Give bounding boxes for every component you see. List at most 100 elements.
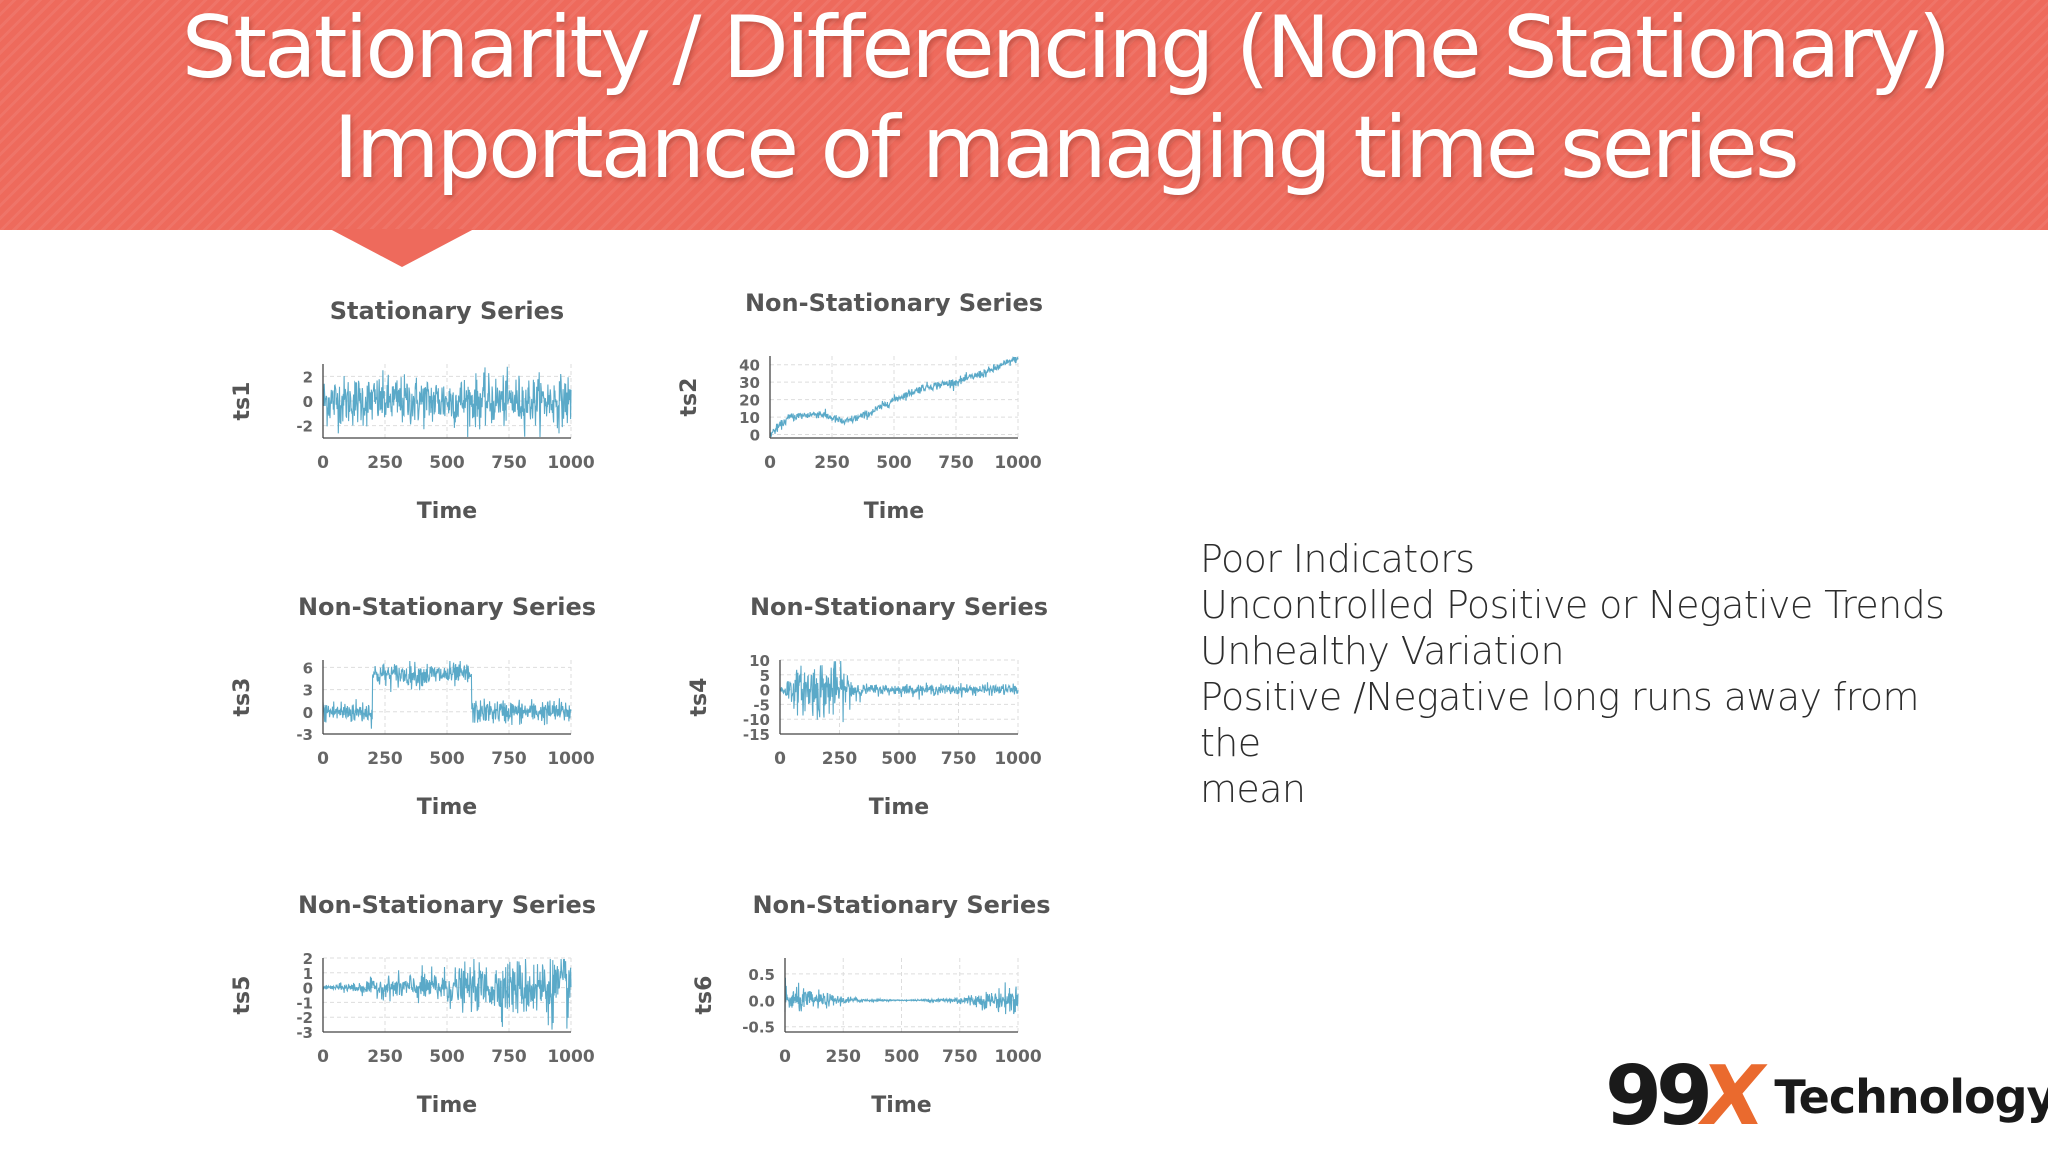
y-tick-label: 3	[303, 682, 313, 700]
x-tick-label: 250	[367, 1047, 403, 1067]
y-tick-label: -3	[296, 726, 313, 744]
y-axis-label: ts1	[230, 382, 255, 421]
y-tick-label: -3	[296, 1024, 313, 1042]
y-axis-label: ts6	[692, 976, 717, 1015]
y-tick-label: 2	[303, 950, 313, 968]
x-axis-label: Time	[864, 499, 924, 524]
y-tick-label: 0	[750, 427, 760, 445]
x-tick-label: 1000	[994, 453, 1041, 473]
x-tick-label: 500	[429, 749, 465, 769]
x-tick-label: 500	[429, 453, 465, 473]
chart-title: Non-Stationary Series	[298, 593, 596, 621]
y-tick-label: 0.5	[748, 966, 775, 984]
series-line	[779, 660, 1019, 723]
y-tick-label: -0.5	[742, 1019, 775, 1037]
y-tick-label: -2	[296, 418, 313, 436]
series-line	[322, 958, 572, 1030]
logo-x-mark: X	[1692, 1049, 1773, 1144]
x-tick-label: 500	[429, 1047, 465, 1067]
x-tick-label: 0	[774, 749, 786, 769]
x-tick-label: 1000	[547, 453, 594, 473]
bullet-list: Poor Indicators Uncontrolled Positive or…	[1200, 536, 1990, 812]
x-tick-label: 0	[764, 453, 776, 473]
x-tick-label: 750	[491, 1047, 527, 1067]
y-axis-label: ts4	[687, 678, 712, 717]
bullet-item: Positive /Negative long runs away from t…	[1200, 675, 1920, 765]
y-tick-label: 10	[739, 409, 760, 427]
chart-title: Non-Stationary Series	[298, 891, 596, 919]
x-tick-label: 250	[822, 749, 858, 769]
x-tick-label: 750	[491, 453, 527, 473]
series-line	[322, 366, 572, 438]
y-axis-label: ts5	[230, 976, 255, 1015]
y-tick-label: 20	[739, 392, 760, 410]
y-tick-label: 0	[303, 980, 313, 998]
chart-title: Non-Stationary Series	[752, 891, 1050, 919]
x-tick-label: 750	[491, 749, 527, 769]
x-axis-label: Time	[871, 1093, 931, 1118]
bullet-item: Unhealthy Variation	[1200, 629, 1565, 673]
x-tick-label: 500	[876, 453, 912, 473]
chart-panel-2: Non-Stationary Series 0 250 500 750 1000 40302…	[677, 289, 1043, 524]
x-tick-label: 750	[938, 453, 974, 473]
x-tick-label: 1000	[994, 749, 1041, 769]
series-line	[769, 356, 1019, 437]
y-tick-label: 0.0	[748, 992, 775, 1010]
y-tick-label: 40	[739, 357, 760, 375]
bullet-item: Uncontrolled Positive or Negative Trends	[1200, 583, 1945, 627]
y-axis-label: ts2	[677, 378, 702, 417]
y-tick-label: 0	[303, 393, 313, 411]
bullet-item: mean	[1200, 767, 1306, 811]
x-tick-label: 250	[367, 453, 403, 473]
x-axis-label: Time	[417, 795, 477, 820]
series-line	[784, 977, 1019, 1015]
x-tick-label: 0	[779, 1047, 791, 1067]
x-tick-label: 1000	[994, 1047, 1041, 1067]
y-tick-label: 0	[303, 704, 313, 722]
y-tick-label: -2	[296, 1009, 313, 1027]
y-tick-label: 1	[303, 965, 313, 983]
x-axis-label: Time	[417, 1093, 477, 1118]
y-tick-label: 2	[303, 368, 313, 386]
x-tick-label: 0	[317, 749, 329, 769]
x-tick-label: 750	[941, 749, 977, 769]
y-tick-label: -15	[743, 726, 770, 744]
chart-title: Non-Stationary Series	[745, 289, 1043, 317]
logo-mark: 99	[1605, 1049, 1713, 1144]
x-tick-label: 1000	[547, 749, 594, 769]
y-tick-label: 10	[749, 652, 770, 670]
x-tick-label: 500	[881, 749, 917, 769]
bullet-item: Poor Indicators	[1200, 537, 1475, 581]
x-tick-label: 750	[942, 1047, 978, 1067]
y-tick-label: -10	[743, 711, 770, 729]
x-tick-label: 250	[367, 749, 403, 769]
chart-title: Stationary Series	[330, 297, 564, 325]
y-tick-label: 0	[760, 682, 770, 700]
x-axis-label: Time	[869, 795, 929, 820]
y-tick-label: 30	[739, 374, 760, 392]
chart-title: Non-Stationary Series	[750, 593, 1048, 621]
company-logo: 99 X Technology	[1605, 1049, 2048, 1144]
slide-title-line-2: Importance of managing time series	[333, 98, 1799, 198]
logo-wordmark: Technology	[1774, 1070, 2048, 1124]
x-tick-label: 250	[814, 453, 850, 473]
y-axis-label: ts3	[230, 678, 255, 717]
x-tick-label: 0	[317, 1047, 329, 1067]
x-tick-label: 250	[826, 1047, 862, 1067]
x-axis-label: Time	[417, 499, 477, 524]
slide-title-line-1: Stationarity / Differencing (None Statio…	[181, 0, 1952, 98]
y-tick-label: 6	[303, 659, 313, 677]
title-banner	[0, 0, 2048, 230]
y-tick-label: -5	[753, 696, 770, 714]
series-line	[322, 660, 572, 729]
x-tick-label: 500	[884, 1047, 920, 1067]
chart-panel-6: Non-Stationary Series 0 250 500 750 1000 0.5 0.…	[692, 891, 1051, 1118]
x-tick-label: 1000	[547, 1047, 594, 1067]
banner-notch	[330, 229, 474, 267]
y-tick-label: 5	[760, 667, 770, 685]
